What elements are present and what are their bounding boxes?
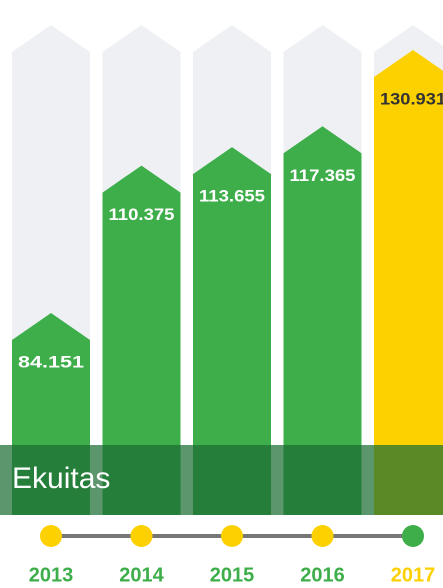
value-label: 117.365: [290, 166, 356, 185]
timeline-dot: [40, 525, 62, 547]
timeline-labels: 2013 2014 2015 2016 2017: [29, 525, 436, 586]
title-band: [0, 445, 443, 515]
bar: [102, 165, 181, 515]
bar: [193, 147, 271, 516]
value-label: 84.151: [18, 352, 84, 371]
x-tick-label: 2016: [300, 564, 345, 586]
x-tick-label: 2014: [119, 564, 164, 586]
value-label: 113.655: [199, 187, 265, 206]
timeline-dot: [311, 525, 334, 547]
value-label: 130.931: [380, 89, 443, 108]
x-tick-label: 2017: [391, 564, 436, 586]
timeline-dot: [221, 525, 243, 547]
chart-title: Ekuitas: [12, 462, 110, 495]
timeline-dot: [402, 525, 424, 547]
bar: [374, 50, 443, 515]
value-label: 110.375: [109, 205, 175, 224]
timeline-dot: [130, 525, 153, 547]
bar: [283, 126, 362, 516]
x-tick-label: 2015: [210, 564, 255, 586]
x-tick-label: 2013: [29, 564, 74, 586]
